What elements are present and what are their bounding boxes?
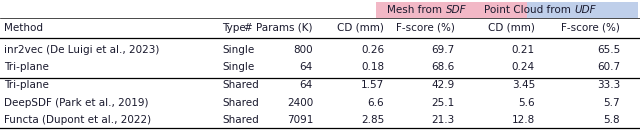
Text: 0.21: 0.21 [512,45,535,55]
Text: 0.26: 0.26 [361,45,384,55]
Text: CD (mm): CD (mm) [488,23,535,33]
Text: # Params (K): # Params (K) [244,23,313,33]
Text: Shared: Shared [222,115,259,125]
Text: 1.57: 1.57 [361,80,384,90]
Text: F-score (%): F-score (%) [396,23,455,33]
Bar [376,2,527,18]
Text: Shared: Shared [222,80,259,90]
Text: Functa (Dupont et al., 2022): Functa (Dupont et al., 2022) [4,115,151,125]
Text: DeepSDF (Park et al., 2019): DeepSDF (Park et al., 2019) [4,97,148,107]
Text: SDF: SDF [445,5,466,15]
Text: 64: 64 [300,80,313,90]
Text: 3.45: 3.45 [512,80,535,90]
Text: 0.18: 0.18 [361,63,384,73]
Text: Mesh from: Mesh from [387,5,445,15]
Text: 2.85: 2.85 [361,115,384,125]
Text: Single: Single [222,63,254,73]
Text: Point Cloud from: Point Cloud from [484,5,575,15]
Bar [527,2,638,18]
Text: Single: Single [222,45,254,55]
Text: 42.9: 42.9 [432,80,455,90]
Text: CD (mm): CD (mm) [337,23,384,33]
Text: 5.6: 5.6 [518,97,535,107]
Text: 800: 800 [293,45,313,55]
Text: Method: Method [4,23,43,33]
Text: F-score (%): F-score (%) [561,23,620,33]
Text: 33.3: 33.3 [596,80,620,90]
Text: 69.7: 69.7 [432,45,455,55]
Text: 65.5: 65.5 [596,45,620,55]
Text: 2400: 2400 [287,97,313,107]
Text: 6.6: 6.6 [367,97,384,107]
Text: 5.8: 5.8 [604,115,620,125]
Text: Type: Type [222,23,246,33]
Text: 5.7: 5.7 [604,97,620,107]
Text: 0.24: 0.24 [512,63,535,73]
Text: 68.6: 68.6 [432,63,455,73]
Text: 21.3: 21.3 [432,115,455,125]
Text: UDF: UDF [575,5,596,15]
Text: Tri-plane: Tri-plane [4,63,49,73]
Text: inr2vec (De Luigi et al., 2023): inr2vec (De Luigi et al., 2023) [4,45,159,55]
Text: Shared: Shared [222,97,259,107]
Text: Tri-plane: Tri-plane [4,80,49,90]
Text: 12.8: 12.8 [512,115,535,125]
Text: 7091: 7091 [287,115,313,125]
Text: 64: 64 [300,63,313,73]
Text: 25.1: 25.1 [432,97,455,107]
Text: 60.7: 60.7 [597,63,620,73]
